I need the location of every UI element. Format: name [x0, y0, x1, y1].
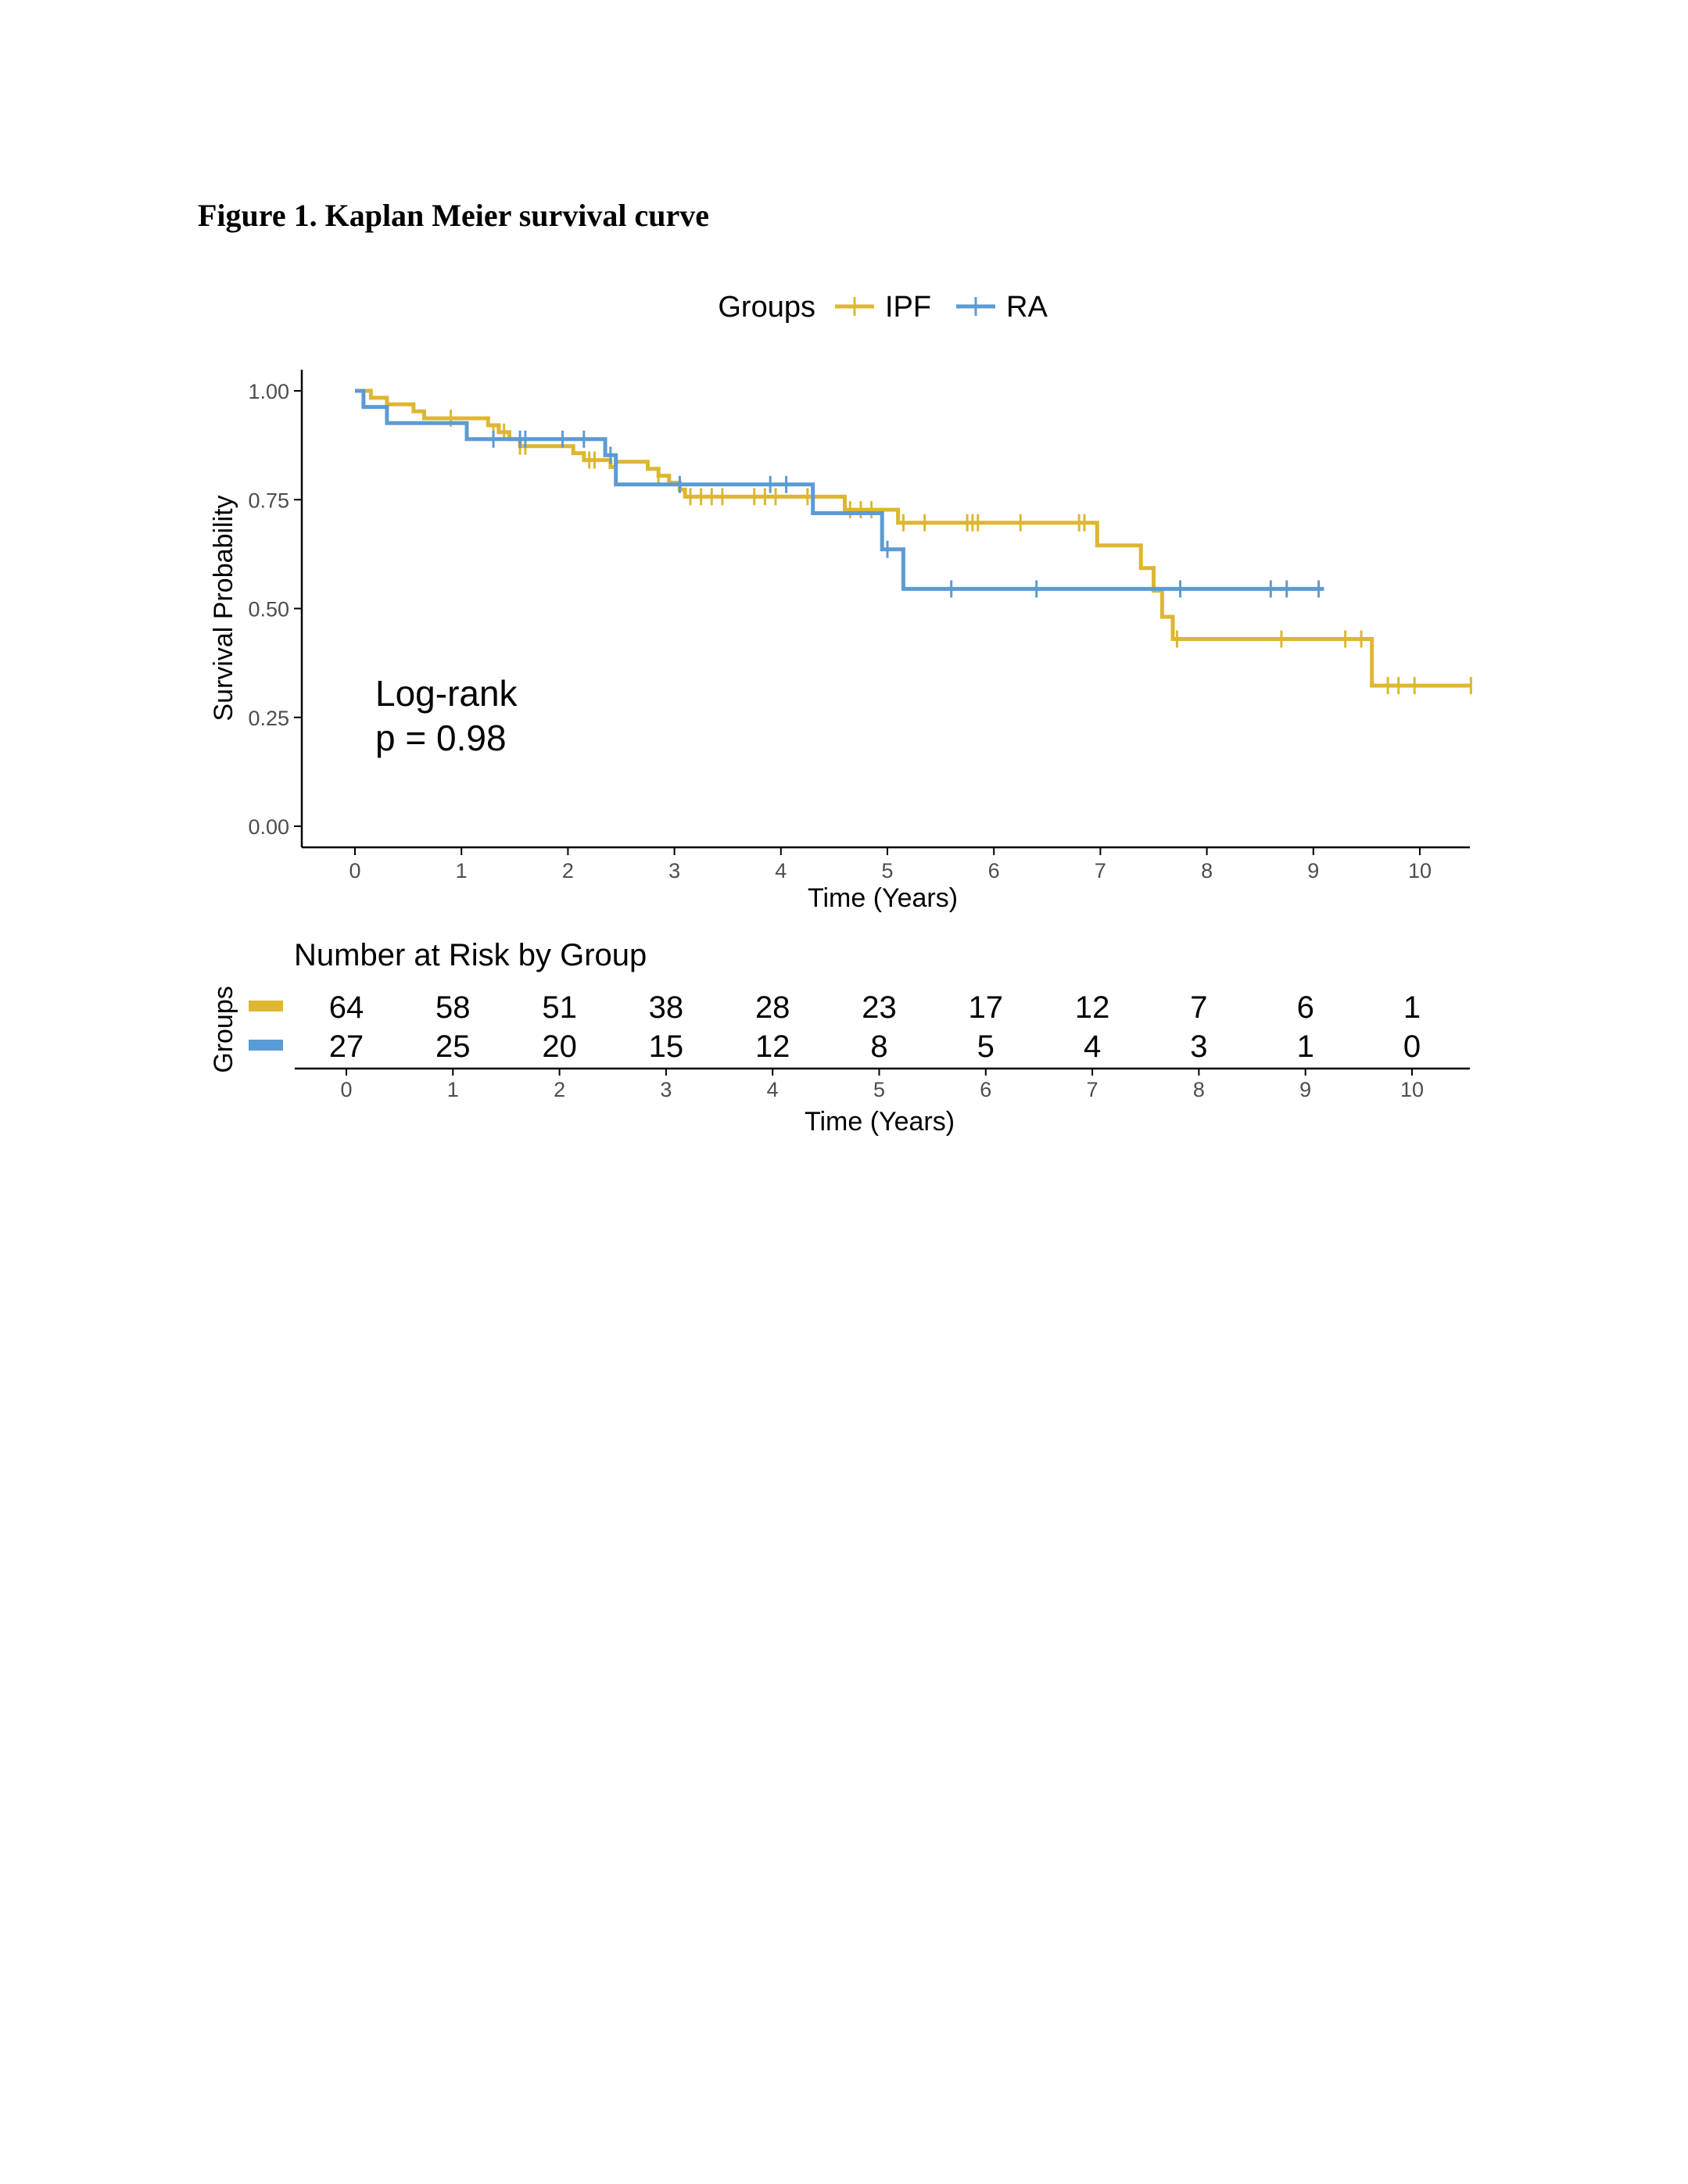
x-tick-label: 9 [1307, 859, 1319, 883]
risk-count-ra: 8 [870, 1029, 887, 1064]
risk-count-ra: 12 [755, 1029, 790, 1064]
risk-table-axis: 0 1 2 3 4 5 6 7 8 9 10 [295, 1067, 1470, 1101]
x-tick-label: 4 [775, 859, 787, 883]
x-tick-label: 7 [1095, 859, 1106, 883]
risk-count-ipf: 38 [649, 990, 684, 1025]
legend-label-ra: RA [1006, 291, 1048, 324]
risk-x-tick-label: 5 [873, 1078, 885, 1101]
figure-title: Figure 1. Kaplan Meier survival curve [198, 198, 710, 233]
risk-table: Number at Risk by Group Groups 64 58 51 38 2… [209, 938, 1470, 1137]
y-tick-label: 0.75 [248, 489, 289, 512]
risk-swatch-ra [249, 1040, 283, 1051]
censor-marks-ipf [450, 410, 1472, 695]
x-tick-label: 8 [1201, 859, 1213, 883]
y-tick-label: 0.00 [248, 815, 289, 839]
risk-x-tick-label: 0 [340, 1078, 352, 1101]
survival-plot: 0.00 0.25 0.50 0.75 1.00 0 1 2 3 4 5 6 7 8 9 10 Time (… [209, 370, 1472, 913]
risk-count-ipf: 23 [862, 990, 897, 1025]
risk-x-tick-label: 1 [447, 1078, 459, 1101]
risk-x-tick-label: 10 [1400, 1078, 1424, 1101]
risk-count-ra: 20 [542, 1029, 577, 1064]
risk-count-ra: 5 [977, 1029, 995, 1064]
risk-x-tick-label: 8 [1193, 1078, 1205, 1101]
legend-label-ipf: IPF [885, 291, 931, 324]
risk-count-ipf: 28 [755, 990, 790, 1025]
risk-x-tick-label: 7 [1087, 1078, 1098, 1101]
risk-x-tick-label: 2 [554, 1078, 565, 1101]
y-tick-label: 1.00 [248, 380, 289, 403]
risk-count-ipf: 12 [1075, 990, 1110, 1025]
x-tick-label: 0 [349, 859, 360, 883]
legend-title: Groups [718, 291, 815, 324]
y-axis-label: Survival Probability [209, 495, 238, 721]
x-tick-label: 10 [1408, 859, 1432, 883]
risk-count-ipf: 7 [1190, 990, 1207, 1025]
risk-count-ra: 4 [1084, 1029, 1101, 1064]
risk-count-ipf: 64 [329, 990, 364, 1025]
risk-count-ra: 3 [1190, 1029, 1207, 1064]
risk-x-tick-label: 6 [980, 1078, 991, 1101]
risk-count-ipf: 6 [1297, 990, 1314, 1025]
risk-table-group-swatches [249, 1001, 283, 1051]
risk-count-ra: 1 [1297, 1029, 1314, 1064]
risk-x-tick-label: 3 [660, 1078, 672, 1101]
risk-table-numbers: 64 58 51 38 28 23 17 12 7 6 127 25 20 15 12 8 5 4 3 1 0 [329, 990, 1421, 1064]
censor-marks-ra [492, 430, 1321, 598]
x-axis-label: Time (Years) [808, 883, 958, 913]
x-tick-label: 3 [668, 859, 680, 883]
main-axes [300, 370, 1470, 849]
x-tick-label: 2 [562, 859, 574, 883]
risk-count-ipf: 51 [542, 990, 577, 1025]
risk-count-ra: 15 [649, 1029, 684, 1064]
y-tick-label: 0.25 [248, 707, 289, 730]
legend-key-ra [956, 297, 995, 316]
p-value-label: p = 0.98 [375, 718, 507, 758]
risk-count-ra: 0 [1403, 1029, 1421, 1064]
risk-table-title: Number at Risk by Group [294, 938, 647, 972]
y-ticks: 0.00 0.25 0.50 0.75 1.00 [248, 380, 302, 839]
logrank-label: Log-rank [375, 673, 518, 714]
survival-curve-ipf [355, 388, 1471, 688]
x-tick-label: 6 [988, 859, 1000, 883]
x-ticks: 0 1 2 3 4 5 6 7 8 9 10 [349, 847, 1432, 883]
risk-count-ipf: 58 [435, 990, 471, 1025]
risk-x-tick-label: 9 [1299, 1078, 1311, 1101]
legend-key-ipf [835, 297, 874, 316]
risk-count-ipf: 1 [1403, 990, 1421, 1025]
risk-count-ipf: 17 [969, 990, 1004, 1025]
risk-count-ra: 25 [435, 1029, 471, 1064]
risk-table-y-label: Groups [209, 986, 238, 1073]
x-tick-label: 1 [456, 859, 468, 883]
risk-x-tick-label: 4 [767, 1078, 779, 1101]
x-tick-label: 5 [881, 859, 893, 883]
legend: Groups IPF RA [718, 291, 1048, 324]
survival-curve-ra [355, 388, 1324, 591]
risk-table-x-label: Time (Years) [805, 1107, 955, 1137]
series-layer [355, 388, 1472, 695]
y-tick-label: 0.50 [248, 598, 289, 621]
risk-swatch-ipf [249, 1001, 283, 1011]
risk-count-ra: 27 [329, 1029, 364, 1064]
